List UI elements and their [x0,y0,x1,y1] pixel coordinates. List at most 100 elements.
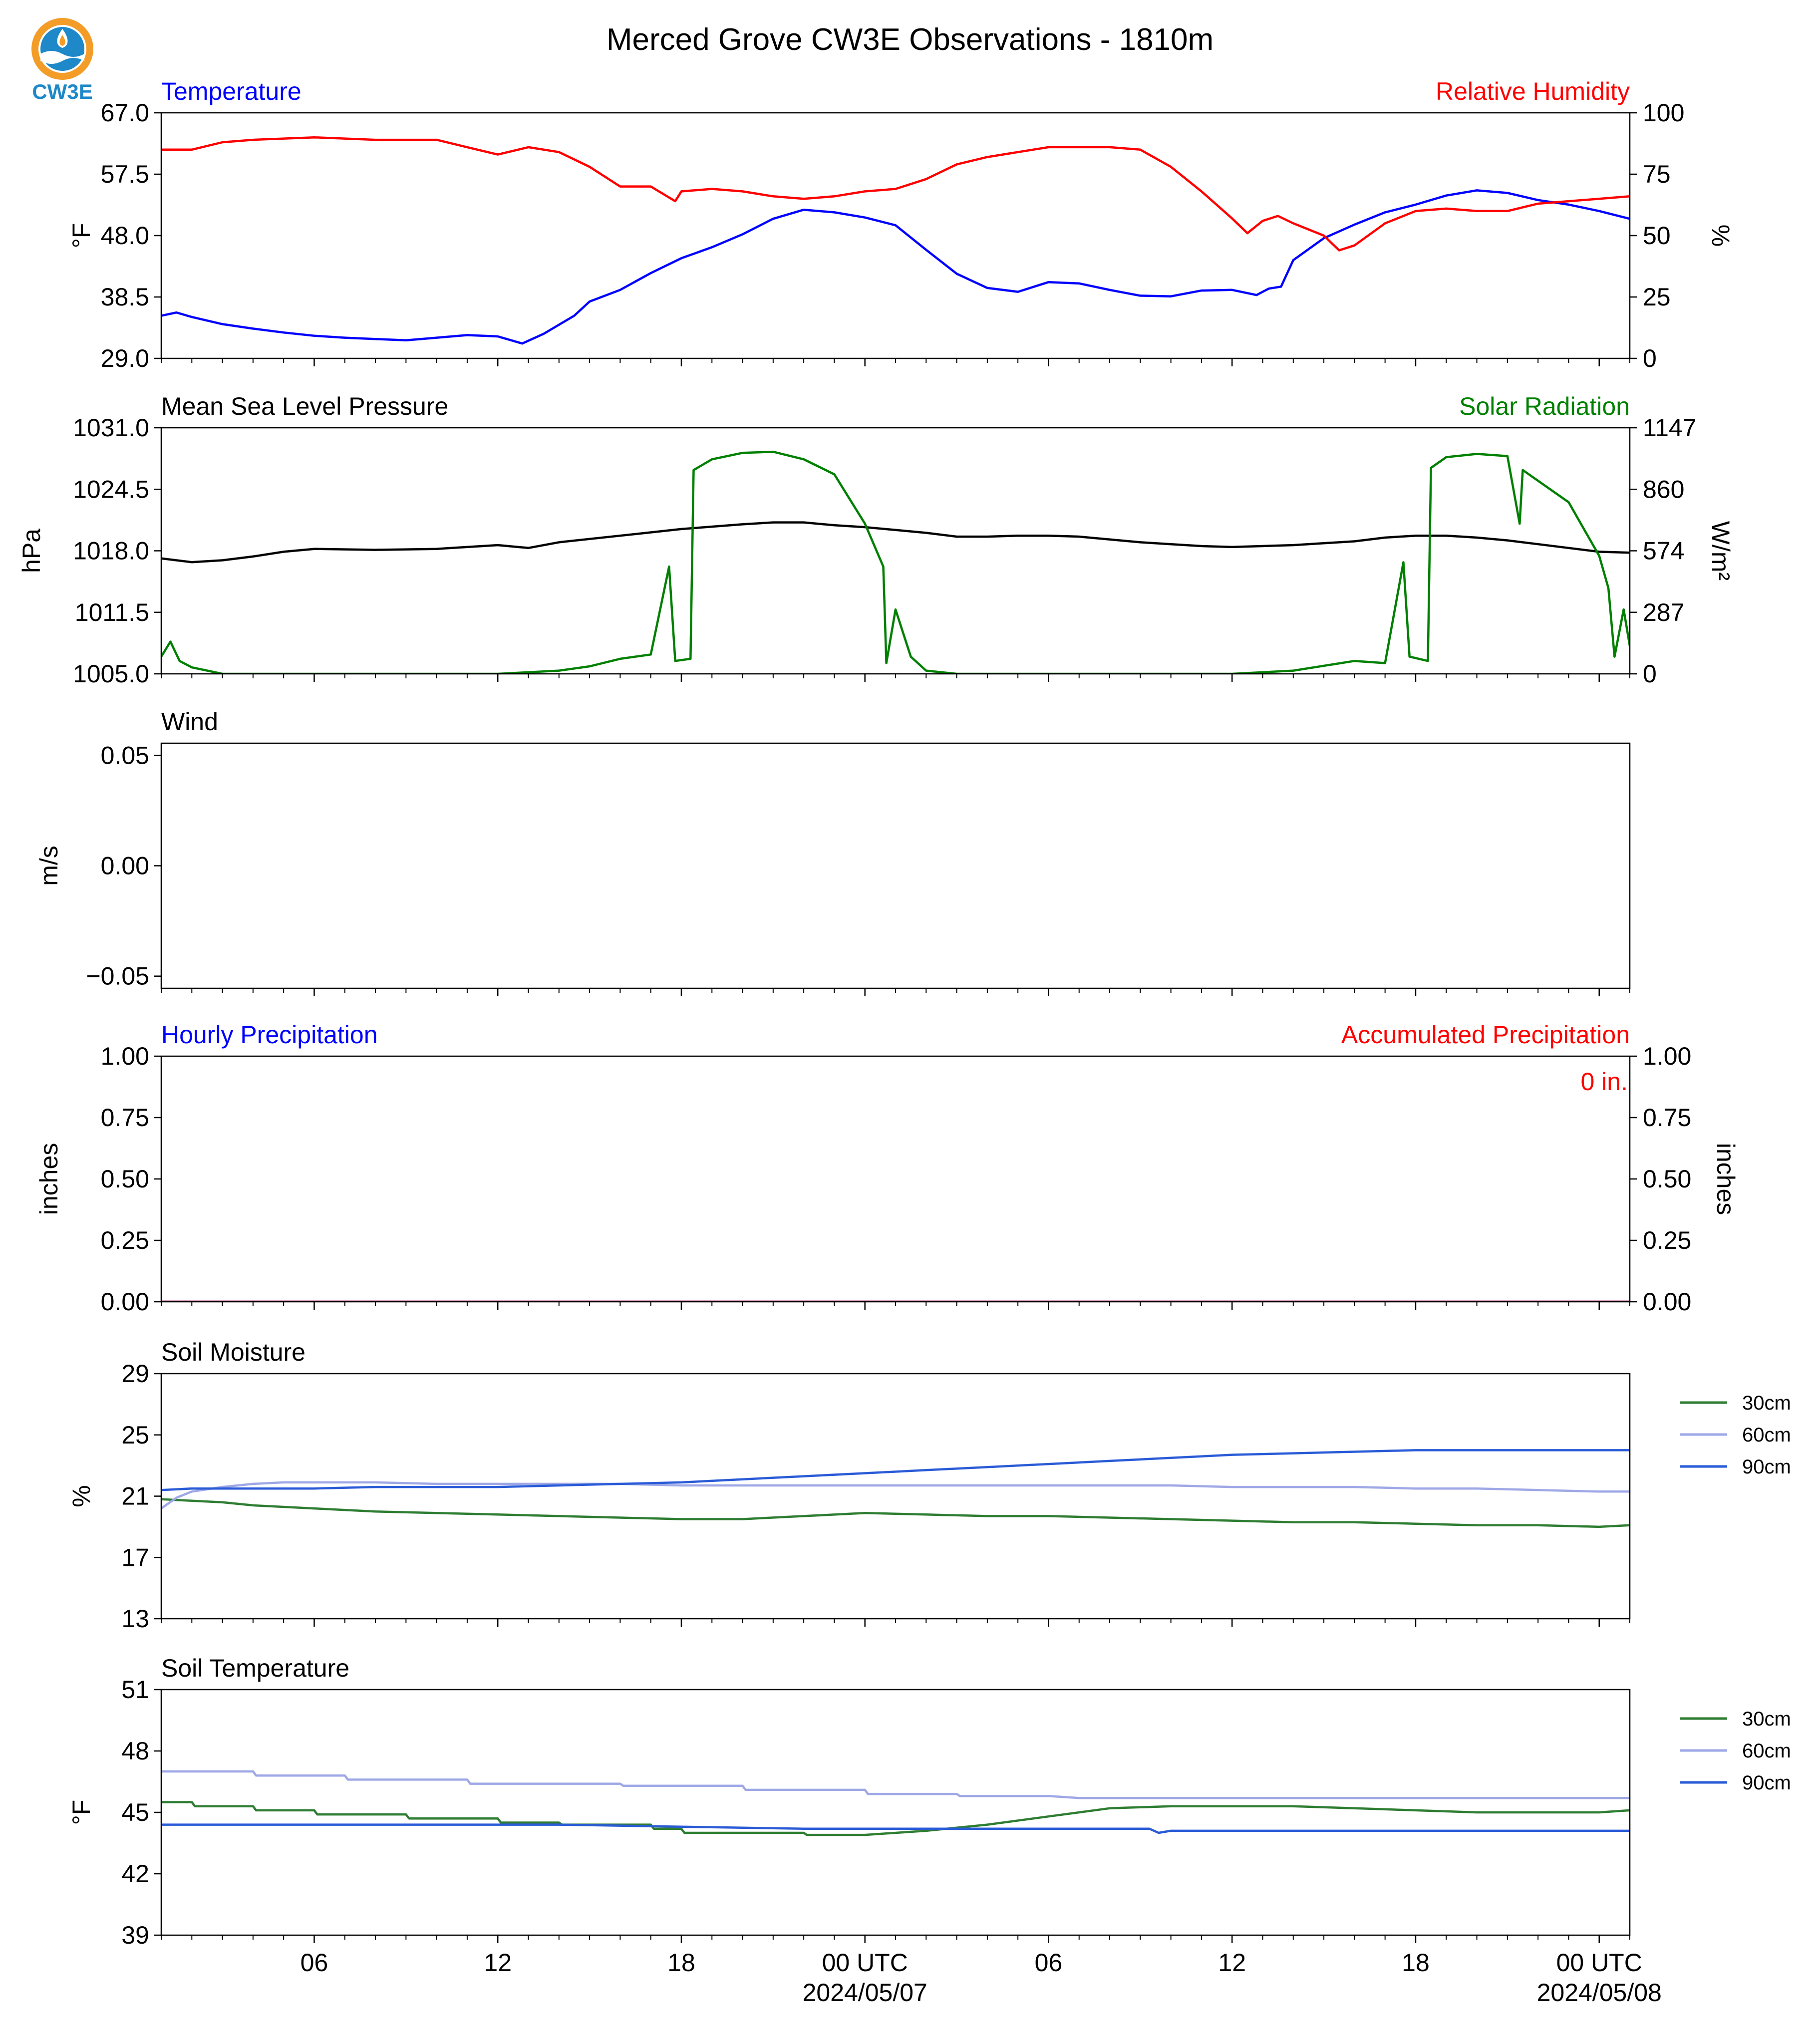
ytick-label-left: 48.0 [101,222,149,250]
ytick-label-left: 1024.5 [73,475,149,503]
ylabel-right: W/m² [1707,521,1735,580]
panel-title-left: Wind [161,708,218,736]
ylabel-left: m/s [35,846,63,886]
xtick-label: 00 UTC [822,1949,908,1977]
ytick-label-left: 42 [121,1860,149,1888]
series-soil_moisture-0 [161,1498,1630,1528]
ylabel-right: inches [1712,1143,1740,1215]
ytick-label-left: 17 [121,1543,149,1571]
xtick-label: 06 [1035,1949,1063,1977]
ytick-label-right: 0.50 [1643,1165,1691,1193]
series-soil_temperature-1 [161,1770,1630,1799]
xtick-label: 06 [301,1949,328,1977]
panel-title-right: Relative Humidity [1436,77,1630,105]
ytick-label-left: 1005.0 [73,660,149,688]
ytick-label-right: 25 [1643,283,1671,311]
panel-soil_moisture: 29 25 21 17 13 Soil Moisture% 30cm 60cm 90cm [67,1338,1791,1633]
figure-title: Merced Grove CW3E Observations - 1810m [607,22,1213,57]
ytick-label-left: 21 [121,1482,149,1510]
ytick-label-right: 860 [1643,475,1684,503]
series-soil_temperature-0 [161,1801,1630,1836]
ylabel-left: °F [67,223,95,249]
ytick-label-left: 38.5 [101,283,149,311]
panel-title-right: Accumulated Precipitation [1341,1021,1630,1049]
legend-soil_moisture: 30cm 60cm 90cm [1680,1392,1791,1478]
ytick-label-right: 50 [1643,222,1671,250]
ytick-label-right: 0.00 [1643,1288,1691,1316]
ytick-label-right: 100 [1643,99,1684,127]
ylabel-left: °F [67,1800,95,1825]
xtick-label: 12 [484,1949,512,1977]
legend-label: 60cm [1742,1740,1791,1762]
ytick-label-left: 0.00 [101,1288,149,1316]
series-temp_rh-1 [161,136,1630,252]
cw3e-logo: CW3E [31,18,93,103]
ytick-label-left: −0.05 [86,962,149,990]
legend-label: 90cm [1742,1456,1791,1478]
panel-temp_rh: 67.0 57.5 48.0 38.5 29.0 100 75 50 25 0 Temperatur… [67,77,1735,372]
panel-title-right: Solar Radiation [1459,392,1630,420]
ytick-label-right: 0.75 [1643,1104,1691,1132]
ytick-label-left: 39 [121,1921,149,1949]
ytick-label-left: 25 [121,1421,149,1449]
ytick-label-left: 1031.0 [73,414,149,442]
ytick-label-right: 75 [1643,160,1671,188]
ytick-label-left: 51 [121,1676,149,1704]
ylabel-right: % [1707,225,1735,247]
series-soil_temperature-2 [161,1823,1630,1834]
ytick-label-right: 0.25 [1643,1226,1691,1254]
ytick-label-left: 67.0 [101,99,149,127]
ytick-label-left: 29.0 [101,344,149,372]
ytick-label-right: 287 [1643,598,1684,626]
panel-title-left: Mean Sea Level Pressure [161,392,448,420]
xtick-label: 00 UTC [1556,1949,1642,1977]
xtick-label: 18 [1402,1949,1430,1977]
panel-soil_temperature: 51 48 45 42 39 Soil Temperature °F 30cm 60cm 90cm… [67,1654,1791,2007]
series-pressure_solar-0 [161,521,1630,564]
precip-total-annotation: 0 in. [1580,1068,1628,1096]
panel-pressure_solar: 1031.0 1024.5 1018.0 1011.5 1005.0 1147 860 574… [17,392,1735,688]
series-soil_moisture-2 [161,1449,1630,1491]
legend-label: 30cm [1742,1708,1791,1730]
xtick-date-label: 2024/05/08 [1537,1979,1662,2007]
ytick-label-left: 45 [121,1798,149,1826]
panel-title-left: Temperature [161,77,302,105]
ytick-label-left: 13 [121,1605,149,1633]
panel-title-left: Soil Moisture [161,1338,305,1366]
ytick-label-left: 48 [121,1737,149,1765]
panel-precip: 1.00 0.75 0.50 0.25 0.00 1.00 0.75 0.50 0.25 0.00… [35,1021,1740,1316]
ytick-label-left: 0.75 [101,1104,149,1132]
ytick-label-left: 1018.0 [73,537,149,565]
ytick-label-left: 29 [121,1360,149,1388]
ytick-label-left: 0.00 [101,852,149,880]
ytick-label-left: 1.00 [101,1042,149,1070]
ytick-label-left: 1011.5 [75,598,149,626]
ylabel-left: inches [35,1143,63,1215]
series-pressure_solar-1 [161,450,1630,674]
ytick-label-left: 0.25 [101,1226,149,1254]
logo-text: CW3E [32,80,92,103]
legend-label: 60cm [1742,1424,1791,1446]
ytick-label-right: 574 [1643,537,1684,565]
ytick-label-right: 1147 [1643,414,1697,442]
series-temp_rh-0 [161,189,1630,345]
ytick-label-left: 0.05 [101,741,149,769]
ylabel-left: % [67,1485,95,1507]
panel-title-left: Hourly Precipitation [161,1021,378,1049]
ytick-label-left: 57.5 [101,160,149,188]
legend-soil_temperature: 30cm 60cm 90cm [1680,1708,1791,1794]
panel-wind: 0.05 0.00 −0.05 Wind m/s [35,708,1631,996]
series-soil_moisture-1 [161,1481,1630,1509]
legend-label: 30cm [1742,1392,1791,1414]
ytick-label-left: 0.50 [101,1165,149,1193]
xtick-date-label: 2024/05/07 [803,1979,927,2007]
ylabel-left: hPa [17,529,45,573]
xtick-label: 18 [667,1949,695,1977]
legend-label: 90cm [1742,1772,1791,1794]
xtick-label: 12 [1218,1949,1246,1977]
panel-title-left: Soil Temperature [161,1654,349,1682]
ytick-label-right: 0 [1643,660,1657,688]
ytick-label-right: 0 [1643,344,1657,372]
ytick-label-right: 1.00 [1643,1042,1691,1070]
